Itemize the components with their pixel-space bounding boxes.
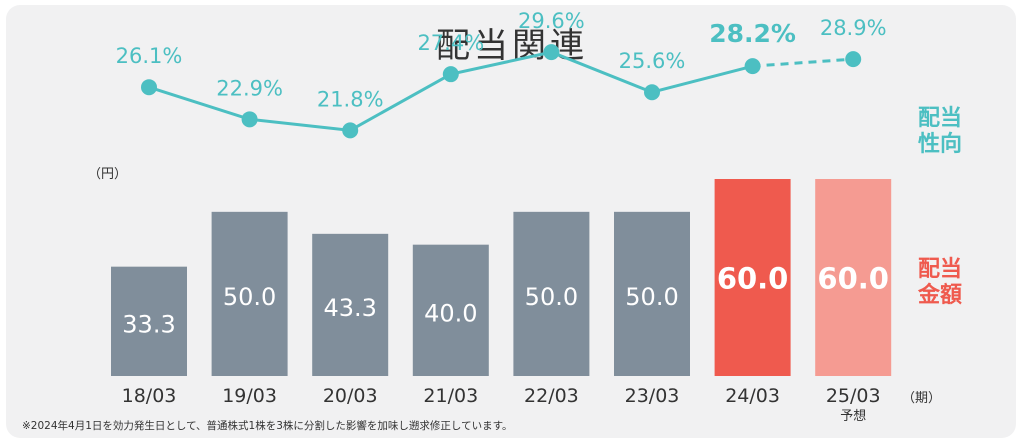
payout-ratio-label: 27.4% <box>417 31 484 55</box>
payout-ratio-point <box>543 44 560 61</box>
bar <box>211 211 288 376</box>
x-tick-label: 21/03 <box>423 385 478 407</box>
payout-ratio-forecast-line <box>752 57 854 68</box>
payout-ratio-label: 28.9% <box>820 16 887 40</box>
x-tick-label: 23/03 <box>625 385 680 407</box>
bar-value-label: 60.0 <box>717 262 789 296</box>
bar-value-label: 40.0 <box>424 299 477 327</box>
payout-ratio-point <box>241 111 258 128</box>
bar <box>412 244 489 376</box>
bar-value-label: 43.3 <box>323 294 376 322</box>
bar-value-label: 60.0 <box>817 262 889 296</box>
payout-ratio-label: 29.6% <box>518 9 585 33</box>
payout-ratio-label: 26.1% <box>116 44 183 68</box>
x-tick-label: 20/03 <box>323 385 378 407</box>
bar <box>312 233 389 376</box>
bar <box>614 211 690 376</box>
bar-value-label: 50.0 <box>223 283 276 311</box>
bar <box>815 179 892 376</box>
x-tick-label: 18/03 <box>122 385 177 407</box>
x-tick-sublabel: 予想 <box>840 408 866 424</box>
legend-payout-ratio: 配当 性向 <box>917 106 962 157</box>
chart-title: 配当関連 <box>436 26 588 66</box>
payout-ratio-point <box>845 51 862 68</box>
x-unit-label: （期） <box>902 391 942 406</box>
bar <box>111 266 187 376</box>
legend-dividend-amount: 配当 金額 <box>917 257 962 308</box>
x-tick-label: 24/03 <box>725 385 780 407</box>
bar <box>714 179 791 376</box>
payout-ratio-label: 28.2% <box>709 19 796 48</box>
bar-value-label: 50.0 <box>625 283 678 311</box>
payout-ratio-point <box>744 58 761 75</box>
payout-ratio-point <box>342 122 359 139</box>
x-tick-label: 25/03 <box>826 385 881 407</box>
x-tick-label: 19/03 <box>222 385 277 407</box>
footnote: ※2024年4月1日を効力発生日として、普通株式1株を3株に分割した影響を加味し… <box>22 420 513 432</box>
payout-ratio-point <box>442 66 459 83</box>
bar <box>513 211 590 376</box>
bar-value-label: 50.0 <box>525 283 578 311</box>
bar-value-label: 33.3 <box>122 310 175 338</box>
payout-ratio-point <box>644 84 660 101</box>
x-tick-label: 22/03 <box>524 385 579 407</box>
payout-ratio-label: 25.6% <box>619 49 686 73</box>
payout-ratio-label: 21.8% <box>317 87 384 111</box>
payout-ratio-label: 22.9% <box>216 76 283 100</box>
y-unit-label: （円） <box>88 167 128 182</box>
payout-ratio-point <box>141 79 157 96</box>
